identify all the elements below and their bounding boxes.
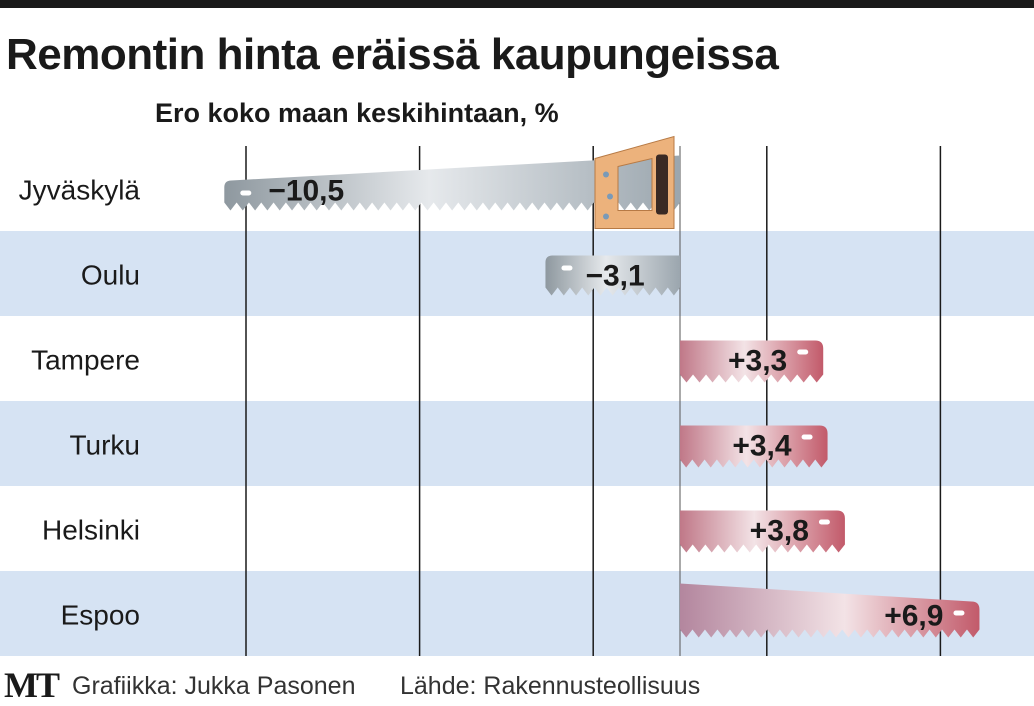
footer: MT Grafiikka: Jukka Pasonen Lähde: Raken… (0, 664, 1034, 705)
saw-handle (594, 135, 675, 229)
data-label: +3,3 (728, 345, 787, 378)
labels: Jyväskylä Oulu Tampere Turku Helsinki Espoo −1… (19, 175, 944, 633)
blade-hole (953, 610, 965, 616)
top-bar (0, 0, 1034, 8)
bar-blade (680, 425, 828, 468)
bar-blade (545, 255, 680, 296)
blade-hole (561, 265, 573, 271)
blade-hole (818, 519, 830, 525)
category-label: Tampere (31, 345, 140, 376)
handle-rivet (607, 193, 613, 200)
data-label: +6,9 (884, 600, 943, 633)
graphics-credit: Grafiikka: Jukka Pasonen (72, 672, 356, 700)
chart-subtitle: Ero koko maan keskihintaan, % (155, 98, 559, 128)
category-label: Jyväskylä (19, 175, 141, 206)
bar (680, 425, 828, 468)
category-label: Espoo (61, 600, 140, 631)
row-bands (0, 231, 1034, 656)
bar (545, 255, 680, 296)
gridlines (245, 146, 942, 656)
saw-grip (656, 154, 668, 215)
bar-blade (224, 155, 681, 211)
row-band (0, 401, 1034, 486)
chart-title: Remontin hinta eräissä kaupungeissa (6, 30, 779, 79)
bar (224, 135, 681, 229)
row-band (0, 231, 1034, 316)
category-label: Turku (69, 430, 140, 461)
bar (680, 583, 980, 638)
mt-logo: MT (4, 665, 60, 705)
bar (680, 510, 845, 553)
source-credit: Lähde: Rakennusteollisuus (400, 672, 701, 700)
data-label: +3,8 (750, 515, 809, 548)
data-label: −3,1 (585, 260, 644, 293)
handle-rivet (603, 171, 609, 178)
bar-blade (680, 583, 980, 638)
handle-rivet (603, 213, 609, 220)
bar-blade (680, 510, 845, 553)
blade-hole (240, 190, 252, 196)
data-label: −10,5 (268, 175, 344, 208)
category-label: Helsinki (42, 515, 140, 546)
bar (680, 340, 824, 383)
blade-hole (801, 434, 813, 440)
data-label: +3,4 (732, 430, 792, 463)
bars (224, 135, 980, 638)
bar-blade (680, 340, 824, 383)
blade-hole (797, 349, 809, 355)
category-label: Oulu (81, 260, 140, 291)
